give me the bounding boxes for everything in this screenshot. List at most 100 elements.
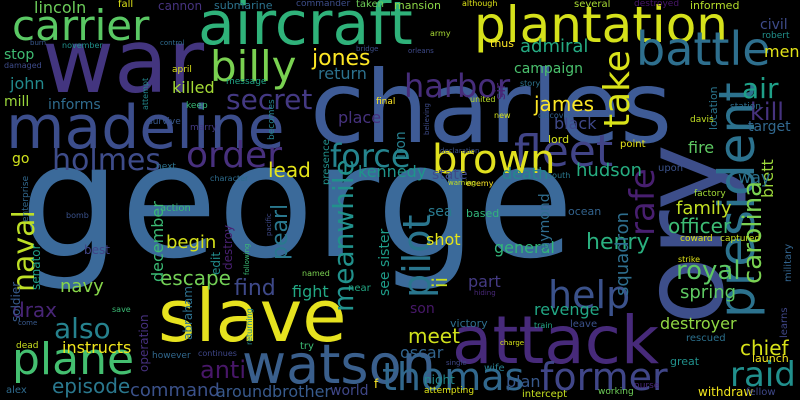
cloud-word-train: train bbox=[534, 321, 553, 330]
cloud-word-withdraw: withdraw bbox=[698, 385, 754, 399]
cloud-word-oscar: oscar bbox=[400, 343, 444, 362]
cloud-word-single: single bbox=[446, 359, 467, 367]
cloud-word-dead: dead bbox=[16, 341, 39, 351]
cloud-word-working: working bbox=[598, 387, 634, 397]
cloud-word-help: help bbox=[548, 273, 631, 317]
cloud-word-raid: raid bbox=[730, 355, 796, 395]
cloud-word-command: command bbox=[130, 380, 220, 400]
cloud-word-enterprise: enterprise bbox=[21, 175, 31, 222]
cloud-word-based: based bbox=[466, 207, 500, 220]
cloud-word-stop: stop bbox=[4, 47, 35, 63]
cloud-word-spring: spring bbox=[680, 282, 737, 303]
cloud-word-drax: drax bbox=[12, 298, 58, 322]
cloud-word-operation: operation bbox=[137, 314, 151, 372]
cloud-word-take: take bbox=[597, 50, 638, 128]
cloud-word-launch: launch bbox=[752, 352, 789, 365]
cloud-word-sea: sea bbox=[428, 204, 453, 220]
cloud-word-hudson: hudson bbox=[576, 160, 643, 181]
cloud-word-attempting: attempting bbox=[424, 386, 475, 396]
cloud-word-fall: fall bbox=[118, 0, 134, 10]
cloud-word-orleans: orleans bbox=[408, 47, 434, 55]
cloud-word-united: united bbox=[470, 95, 496, 104]
cloud-word-hiding: hiding bbox=[474, 289, 496, 297]
cloud-word-coward: coward bbox=[680, 234, 713, 244]
cloud-word-f: f bbox=[374, 377, 379, 391]
cloud-word-civil: civil bbox=[760, 17, 788, 33]
cloud-word-battle: battle bbox=[636, 22, 771, 76]
cloud-word-submarine: submarine bbox=[214, 0, 273, 12]
cloud-word-destroy: destroy bbox=[221, 224, 235, 270]
cloud-word-squadron: squadron bbox=[612, 211, 633, 296]
cloud-word-november: november bbox=[62, 41, 103, 50]
cloud-word-best: best bbox=[84, 243, 110, 257]
cloud-word-attack: attack bbox=[452, 302, 660, 379]
cloud-word-raymond: raymond bbox=[537, 193, 553, 256]
cloud-word-episode: episode bbox=[52, 374, 131, 398]
cloud-word-military: military bbox=[783, 243, 794, 282]
cloud-word-character: character bbox=[210, 174, 249, 183]
cloud-word-attempt: attempt bbox=[141, 77, 150, 110]
cloud-word-war: war bbox=[42, 10, 205, 113]
cloud-word-state: state bbox=[432, 167, 468, 183]
cloud-word-slave: slave bbox=[158, 274, 347, 358]
cloud-word-shot: shot bbox=[426, 230, 461, 249]
cloud-word-fire: fire bbox=[688, 138, 715, 157]
cloud-word-becomes: becomes bbox=[267, 99, 277, 140]
cloud-word-campaign: campaign bbox=[514, 61, 584, 77]
cloud-word-royal: royal bbox=[676, 256, 741, 286]
cloud-word-madeline: madeline bbox=[6, 93, 285, 163]
cloud-word-order: order bbox=[186, 135, 282, 176]
cloud-word-taken: taken bbox=[356, 0, 384, 10]
cloud-word-air: air bbox=[742, 72, 779, 105]
cloud-word-son: son bbox=[410, 301, 435, 317]
cloud-word-go: go bbox=[12, 151, 30, 167]
cloud-word-meet: meet bbox=[408, 324, 460, 348]
cloud-word-warning: warning bbox=[448, 179, 477, 187]
cloud-word-watson: watson bbox=[242, 333, 436, 396]
cloud-word-men: men bbox=[764, 42, 800, 61]
cloud-word-victory: victory bbox=[450, 317, 488, 330]
cloud-word-action: action bbox=[160, 203, 191, 214]
cloud-word-lord: lord bbox=[548, 133, 570, 146]
cloud-word-kennedy: kennedy bbox=[358, 162, 427, 181]
cloud-word-kill: kill bbox=[750, 98, 784, 126]
cloud-word-plan: plan bbox=[506, 372, 541, 391]
cloud-word-killed: killed bbox=[172, 78, 215, 97]
cloud-word-leave: leave bbox=[570, 319, 598, 330]
cloud-word-navy: navy bbox=[60, 276, 104, 297]
cloud-word-fleet: fleet bbox=[514, 126, 614, 177]
cloud-word-james: james bbox=[534, 92, 595, 116]
cloud-word-april: april bbox=[172, 65, 192, 75]
cloud-word-henry: henry bbox=[586, 230, 650, 255]
cloud-word-marry: marry bbox=[190, 123, 217, 133]
cloud-word-sir: sir bbox=[493, 83, 509, 100]
cloud-word-however: however bbox=[152, 351, 191, 361]
cloud-word-ocean: ocean bbox=[568, 205, 602, 218]
cloud-word-story: story bbox=[520, 79, 541, 88]
cloud-word-around: around bbox=[216, 382, 273, 400]
cloud-word-come: come bbox=[18, 319, 38, 327]
cloud-word-billy: billy bbox=[210, 42, 297, 91]
cloud-word-george: george bbox=[20, 110, 574, 294]
cloud-word-rescued: rescued bbox=[686, 333, 726, 344]
cloud-word-strike: strike bbox=[678, 255, 701, 264]
cloud-word-try: try bbox=[300, 341, 314, 352]
cloud-word-carrier: carrier bbox=[12, 1, 150, 50]
cloud-word-fellow: fellow bbox=[746, 387, 776, 398]
cloud-word-mansion: mansion bbox=[394, 0, 441, 12]
cloud-word-declaration: declaration bbox=[440, 147, 480, 155]
cloud-word-jones: jones bbox=[312, 46, 371, 71]
cloud-word-several: several bbox=[574, 0, 611, 10]
cloud-word-save: save bbox=[112, 305, 131, 314]
cloud-word-named: named bbox=[302, 269, 330, 278]
cloud-word-plane: plane bbox=[12, 334, 135, 385]
cloud-word-way: way bbox=[738, 168, 771, 187]
cloud-word-informs: informs bbox=[48, 97, 101, 113]
cloud-word-south: south bbox=[548, 171, 571, 180]
cloud-word-revenge: revenge bbox=[534, 300, 600, 319]
cloud-word-captured: captured bbox=[720, 234, 761, 244]
cloud-word-next: next bbox=[156, 162, 176, 172]
cloud-word-secret: secret bbox=[226, 83, 313, 116]
cloud-word-escape: escape bbox=[160, 266, 231, 290]
